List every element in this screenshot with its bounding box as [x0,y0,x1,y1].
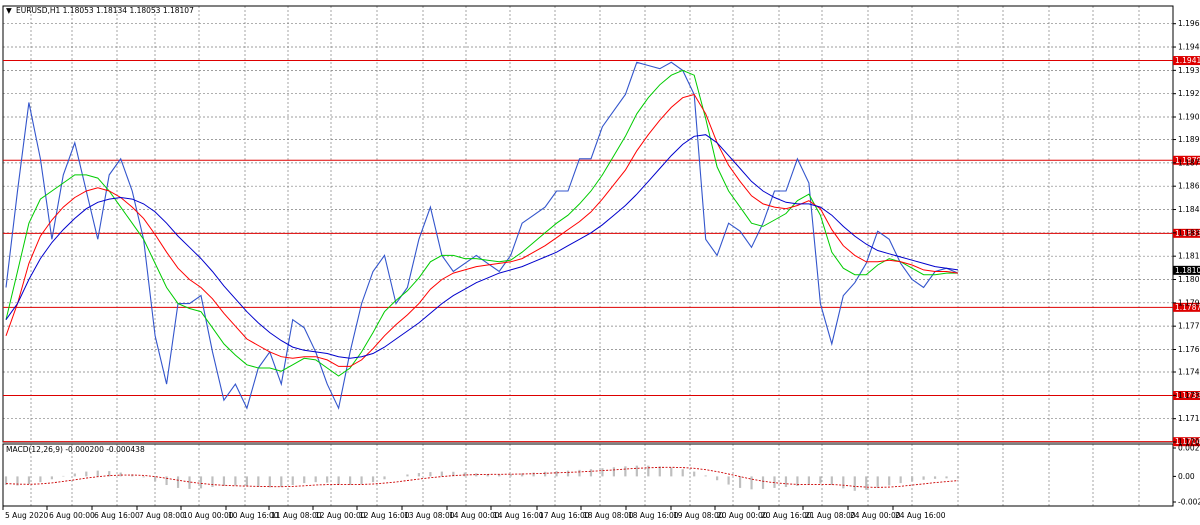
time-tick-label: 11 Aug 08:00 [271,511,322,520]
macd-signal-line [5,466,959,488]
price-tick-label: 1.19060 [1178,113,1200,122]
price-tick-label: 1.17760 [1178,322,1200,331]
time-tick-label: 10 Aug 00:00 [183,511,234,520]
price-tick-label: 1.19350 [1178,66,1200,75]
time-axis: 5 Aug 2020 6 Aug 00:00 6 Aug 16:00 7 Aug 08… [2,506,946,520]
level-label-bg [1173,437,1200,447]
price-tick-label: 1.17185 [1178,414,1200,423]
price-tick-label: 1.19640 [1178,19,1200,28]
level-label-bg [1173,155,1200,165]
time-tick-label: 12 Aug 16:00 [359,511,410,520]
macd-pane-frame [2,443,1174,507]
level-label-bg [1173,228,1200,238]
symbol-info: EURUSD,H1 1.18053 1.18134 1.18053 1.1810… [16,6,194,15]
price-tick-label: 1.18485 [1178,205,1200,214]
moving-average-line [5,134,959,359]
time-tick-label: 18 Aug 08:00 [583,511,634,520]
time-tick-label: 6 Aug 00:00 [49,511,95,520]
level-label-bg [1173,391,1200,401]
dropdown-icon[interactable]: ▼ [6,6,12,15]
price-tick-label: 1.17040 [1178,438,1200,447]
price-tick-label: 1.19495 [1178,43,1200,52]
macd-series [4,465,960,491]
price-tick-label: 1.17330 [1178,391,1200,400]
moving-average-line [5,93,959,367]
level-label-bg [1173,302,1200,312]
price-tick-label: 1.17475 [1178,368,1200,377]
price-tick-label: 1.18630 [1178,182,1200,191]
moving-average-line [5,69,958,377]
time-tick-label: 20 Aug 00:00 [717,511,768,520]
grid [3,6,1173,506]
time-tick-label: 24 Aug 00:00 [850,511,901,520]
macd-label: MACD(12,26,9) -0.000200 -0.000438 [6,445,145,454]
time-tick-label: 17 Aug 16:00 [539,511,590,520]
price-tick-label: 1.17615 [1178,345,1200,354]
level-label-bg [1173,56,1200,66]
time-tick-label: 24 Aug 16:00 [895,511,946,520]
level-label: 1.17329 [1175,391,1200,400]
time-tick-label: 7 Aug 08:00 [139,511,185,520]
time-tick-label: 19 Aug 08:00 [673,511,724,520]
time-tick-label: 5 Aug 2020 [5,511,48,520]
price-tick-label: 1.18195 [1178,252,1200,261]
macd-tick-label: 0.002958 [1178,444,1200,453]
time-tick-label: 13 Aug 08:00 [404,511,455,520]
current-price-label: 1.18107 [1175,266,1200,275]
time-tick-label: 20 Aug 16:00 [761,511,812,520]
time-tick-label: 14 Aug 00:00 [449,511,500,520]
price-tick-label: 1.18920 [1178,135,1200,144]
level-label: 1.17877 [1175,303,1200,312]
price-tick-label: 1.19205 [1178,89,1200,98]
price-tick-label: 1.18340 [1178,228,1200,237]
time-tick-label: 18 Aug 16:00 [628,511,679,520]
time-tick-label: 21 Aug 08:00 [805,511,856,520]
macd-tick-label: 0.00 [1178,472,1195,481]
level-label: 1.18337 [1175,229,1200,238]
price-tick-label: 1.17905 [1178,298,1200,307]
time-tick-label: 14 Aug 16:00 [493,511,544,520]
level-label: 1.17042 [1175,437,1200,446]
current-price-marker: 1.18107 [1173,265,1200,275]
macd-axis: 0.002958 0.00 -0.002667 [1173,444,1200,507]
price-axis: 1.19640 1.19495 1.19350 1.19205 1.19060 1.189… [1173,19,1200,447]
price-tick-label: 1.18775 [1178,158,1200,167]
time-tick-label: 12 Aug 00:00 [315,511,366,520]
macd-tick-label: -0.002667 [1178,498,1200,507]
price-series [5,61,959,410]
time-tick-label: 10 Aug 16:00 [228,511,279,520]
time-tick-label: 6 Aug 16:00 [94,511,140,520]
price-tick-label: 1.18050 [1178,275,1200,284]
